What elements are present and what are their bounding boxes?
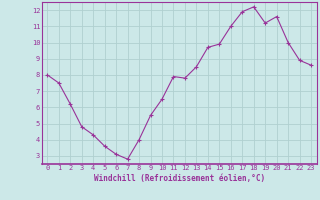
X-axis label: Windchill (Refroidissement éolien,°C): Windchill (Refroidissement éolien,°C)	[94, 174, 265, 183]
